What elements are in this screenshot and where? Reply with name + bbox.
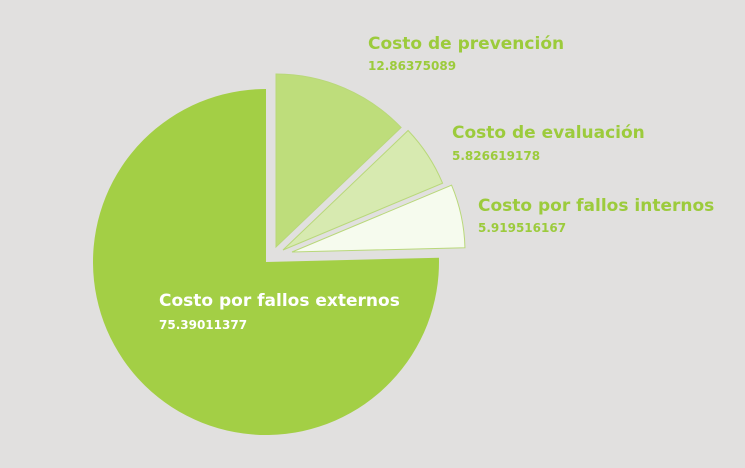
slice-label-3: Costo por fallos internos [478, 196, 714, 216]
slice-label-4: Costo por fallos externos [159, 291, 400, 311]
pie-slice-3 [291, 184, 466, 253]
slice-value-4: 75.39011377 [159, 318, 247, 332]
slice-value-2: 5.826619178 [452, 149, 540, 163]
pie-slice-1 [275, 73, 402, 249]
pie-slice-2 [282, 129, 444, 251]
pie-slice-4 [93, 89, 440, 435]
slice-value-1: 12.86375089 [368, 59, 456, 73]
slice-label-1: Costo de prevención [368, 34, 564, 54]
slice-value-3: 5.919516167 [478, 221, 566, 235]
slice-label-2: Costo de evaluación [452, 123, 645, 143]
